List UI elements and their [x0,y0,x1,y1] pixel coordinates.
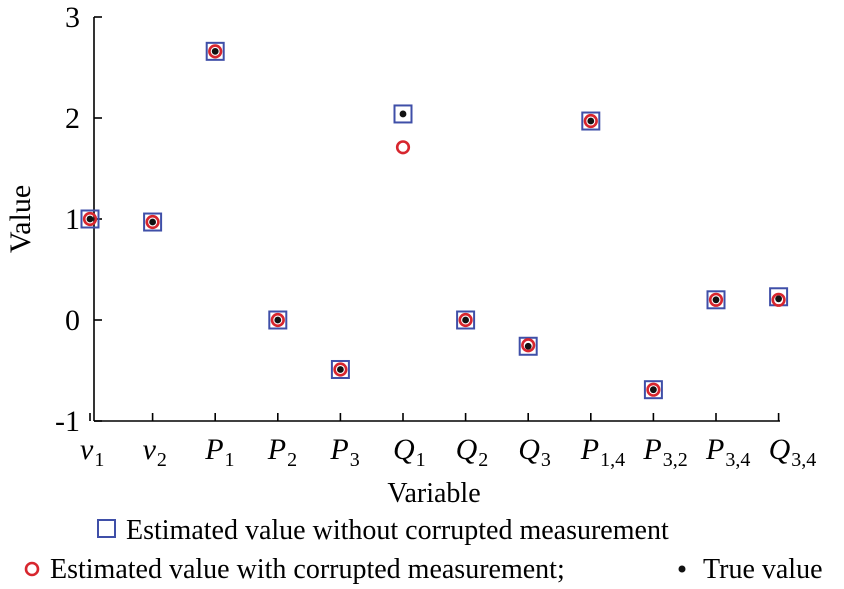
x-tick-label: Q3 [518,433,551,471]
x-tick-label: Q2 [456,433,489,471]
square-marker [268,310,288,330]
y-axis-label: Value [4,185,37,253]
dot-marker [775,295,782,303]
circle-marker [333,362,348,377]
circle-marker [208,44,223,59]
dot-marker [462,316,469,324]
legend-dot-marker [678,565,686,573]
circle-marker [270,312,285,328]
square-marker [330,359,350,379]
dot-marker [650,386,657,394]
square-marker [581,111,601,131]
circle-marker [521,338,536,353]
x-tick-label: P1 [204,433,234,471]
square-marker [706,290,726,310]
dot-marker [587,117,595,125]
x-axis-label: Variable [387,478,480,509]
square-marker [393,104,413,124]
circle-marker [708,292,724,307]
y-tick-label: 2 [65,102,80,135]
circle-marker [458,312,473,328]
dot-marker [399,110,407,118]
x-tick-label: Q1 [393,433,426,471]
circle-marker [145,214,160,230]
data-marks [80,41,789,400]
square-marker [205,41,225,61]
dot-marker [274,316,282,324]
x-ticks: v1 v2 P1 P2 P3 Q1 Q2 Q3 P1,4 P3,2 P3,4 Q3,4 [80,413,816,471]
legend-label-square: Estimated value without corrupted measur… [126,515,669,546]
x-tick-label: P3,2 [642,433,687,471]
square-marker [518,336,538,356]
circle-marker [583,113,598,129]
y-tick-label: 3 [65,1,80,34]
circle-marker [771,292,786,307]
y-tick-label: -1 [55,405,80,438]
x-tick-label: P2 [267,433,297,471]
x-tick-label: v2 [143,433,167,471]
x-tick-label: P3 [329,433,359,471]
dot-marker [211,47,219,55]
y-ticks: 3 2 1 0 -1 [55,1,102,438]
x-tick-label: v1 [80,433,104,471]
dot-marker [712,296,720,304]
x-tick-label: P1,4 [580,433,625,471]
legend-label-circle: Estimated value with corrupted measureme… [50,554,565,585]
x-tick-label: P3,4 [705,433,750,471]
legend-square-marker [97,519,116,538]
square-marker [143,212,163,232]
square-marker [643,380,663,400]
legend-circle-marker [24,561,40,577]
dot-marker [337,366,344,373]
legend: Estimated value without corrupted measur… [24,515,823,585]
dot-marker [524,342,532,350]
dot-marker [149,218,157,226]
legend-label-dot: True value [703,554,823,585]
y-tick-label: 1 [65,203,80,236]
x-tick-label: Q3,4 [769,433,817,471]
square-marker [456,310,476,330]
axes [93,17,780,422]
square-marker [80,209,100,229]
dot-marker [86,215,94,223]
y-tick-label: 0 [65,304,80,337]
circle-marker [646,382,661,397]
circle-marker [395,140,411,155]
circle-marker [82,211,98,227]
